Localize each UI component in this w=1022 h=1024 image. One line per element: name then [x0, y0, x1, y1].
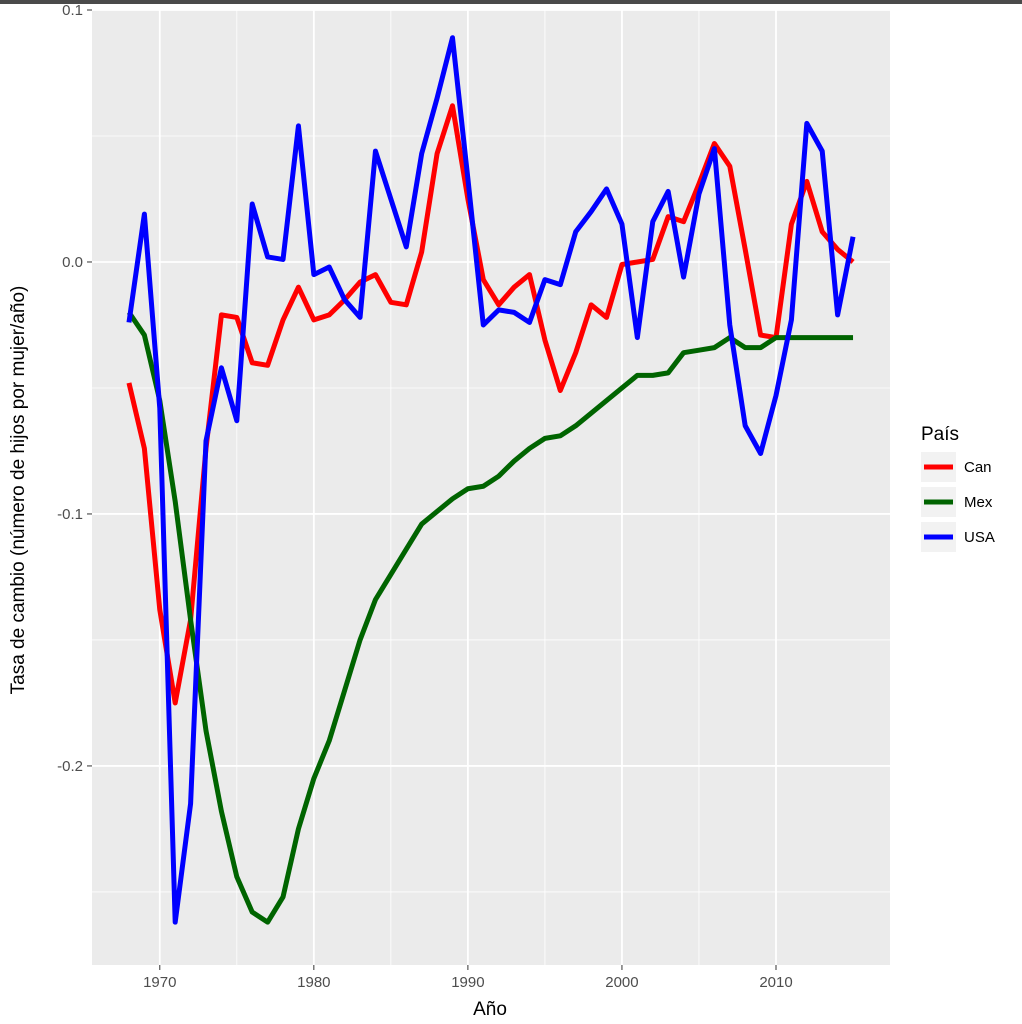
x-axis-title: Año	[473, 999, 507, 1020]
window-top-border	[0, 0, 1022, 4]
y-axis: -0.2 -0.1 0.0 0.1	[57, 2, 92, 775]
x-tick-label: 1980	[297, 974, 330, 991]
x-tick-label: 2010	[759, 974, 792, 991]
legend-title: País	[921, 424, 959, 445]
legend-label-can: Can	[964, 459, 992, 476]
x-axis: 1970 1980 1990 2000 2010	[143, 965, 793, 991]
x-tick-label: 1970	[143, 974, 176, 991]
y-tick-label: -0.2	[57, 758, 83, 775]
series-line-usa	[126, 35, 856, 925]
x-tick-label: 1990	[451, 974, 484, 991]
plot-panel	[92, 10, 890, 965]
y-tick-label: 0.1	[62, 2, 83, 19]
y-tick-label: -0.1	[57, 506, 83, 523]
series-lines	[126, 35, 856, 925]
legend-label-mex: Mex	[964, 494, 993, 511]
y-axis-title: Tasa de cambio (número de hijos por muje…	[8, 286, 29, 695]
x-tick-label: 2000	[605, 974, 638, 991]
legend-label-usa: USA	[964, 529, 995, 546]
series-line-can	[126, 103, 855, 706]
legend: País Can Mex USA	[921, 424, 995, 552]
major-grid	[92, 9, 890, 965]
y-tick-label: 0.0	[62, 254, 83, 271]
